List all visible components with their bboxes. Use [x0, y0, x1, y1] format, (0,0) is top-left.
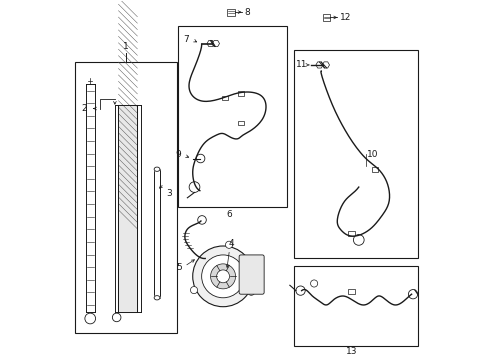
FancyBboxPatch shape — [239, 255, 264, 294]
Text: 5: 5 — [176, 263, 182, 272]
Circle shape — [247, 288, 254, 295]
Text: 8: 8 — [244, 8, 249, 17]
Circle shape — [196, 154, 204, 163]
Polygon shape — [212, 40, 219, 46]
Text: 10: 10 — [366, 150, 378, 159]
Text: 4: 4 — [228, 239, 234, 248]
Circle shape — [190, 287, 197, 294]
Bar — [323, 14, 329, 21]
Bar — [294, 266, 417, 346]
Bar — [348, 231, 354, 236]
Bar — [227, 9, 234, 16]
Polygon shape — [315, 62, 323, 68]
Text: 13: 13 — [345, 347, 357, 356]
Bar — [294, 50, 417, 258]
Bar — [75, 62, 176, 333]
Ellipse shape — [154, 167, 160, 171]
Text: 2: 2 — [81, 104, 86, 113]
Circle shape — [197, 216, 206, 224]
Bar — [348, 289, 354, 294]
Text: 7: 7 — [183, 35, 189, 44]
Text: 9: 9 — [175, 150, 181, 159]
Polygon shape — [118, 105, 137, 312]
Circle shape — [310, 280, 317, 287]
Circle shape — [210, 264, 235, 289]
Circle shape — [407, 289, 417, 299]
Bar — [371, 167, 377, 172]
Circle shape — [353, 235, 364, 245]
Text: 11: 11 — [295, 60, 307, 69]
Bar — [221, 96, 227, 100]
Text: 1: 1 — [122, 42, 128, 51]
Bar — [178, 26, 287, 207]
Circle shape — [201, 255, 244, 298]
Polygon shape — [322, 62, 329, 68]
Text: 6: 6 — [226, 210, 232, 219]
Circle shape — [295, 286, 305, 295]
Circle shape — [225, 241, 232, 248]
Circle shape — [216, 270, 229, 283]
Bar — [237, 121, 244, 125]
Polygon shape — [206, 40, 214, 46]
Text: 3: 3 — [165, 189, 171, 198]
Ellipse shape — [154, 296, 160, 300]
Circle shape — [189, 182, 200, 193]
Bar — [237, 91, 244, 96]
Circle shape — [192, 246, 253, 307]
Text: 12: 12 — [339, 13, 350, 22]
